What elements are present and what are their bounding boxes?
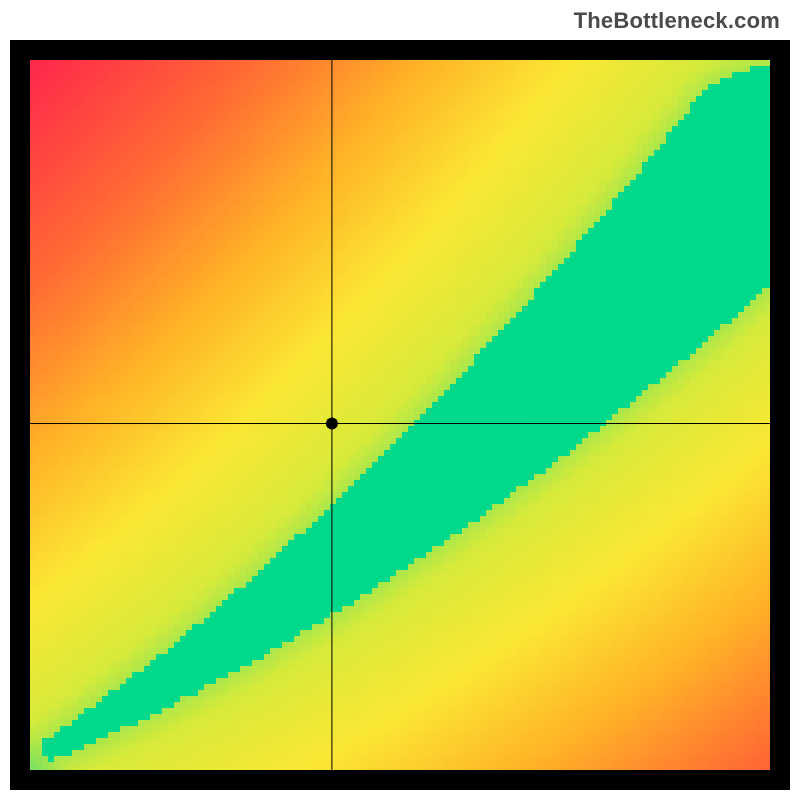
chart-container: TheBottleneck.com bbox=[0, 0, 800, 800]
chart-frame bbox=[10, 40, 790, 790]
attribution-label: TheBottleneck.com bbox=[574, 8, 780, 34]
heatmap-canvas bbox=[30, 60, 770, 770]
